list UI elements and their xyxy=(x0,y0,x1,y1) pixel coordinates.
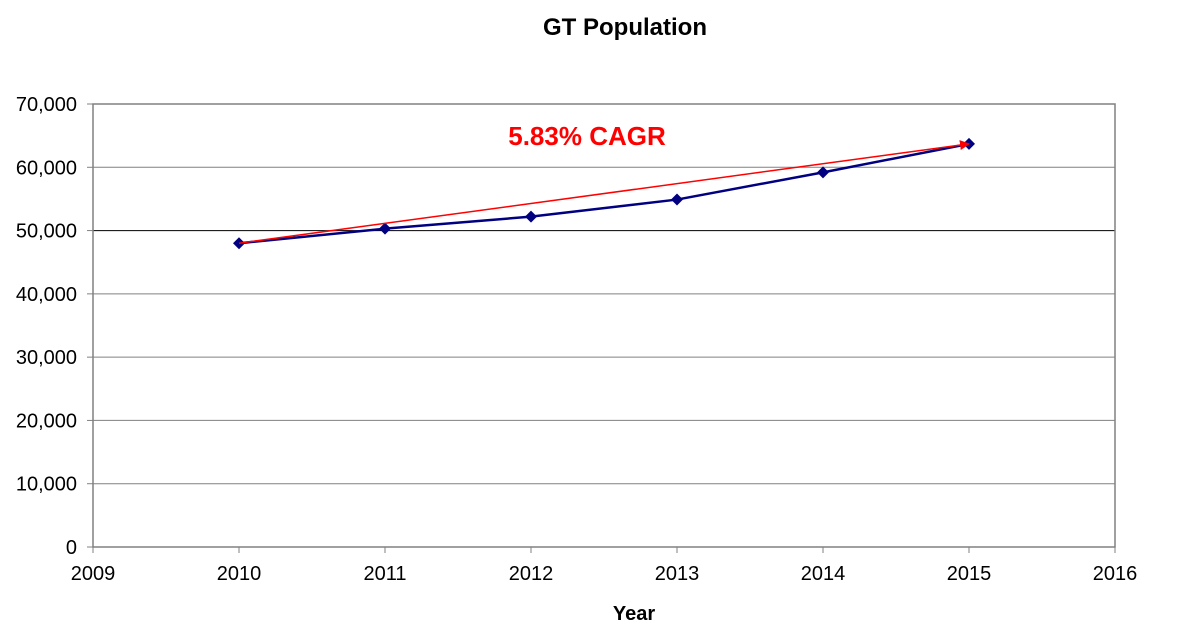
data-point xyxy=(525,210,537,223)
x-tick-label: 2012 xyxy=(509,563,554,585)
x-tick-label: 2011 xyxy=(363,563,406,585)
x-axis-title: Year xyxy=(613,603,655,625)
x-tick-label: 2015 xyxy=(947,563,992,585)
y-tick-label: 30,000 xyxy=(16,347,77,369)
y-tick-label: 40,000 xyxy=(16,284,77,306)
series-line xyxy=(238,142,970,245)
x-tick-label: 2009 xyxy=(71,563,116,585)
data-point xyxy=(817,166,829,179)
plot-area xyxy=(92,103,1116,548)
cagr-arrow xyxy=(238,140,970,244)
y-tick-label: 10,000 xyxy=(16,474,77,496)
cagr-label: 5.83% CAGR xyxy=(508,121,666,151)
y-tick-label: 20,000 xyxy=(16,410,77,432)
y-tick-label: 50,000 xyxy=(16,221,77,243)
data-point xyxy=(379,222,391,235)
chart-title: GT Population xyxy=(543,14,707,41)
y-tick-label: 60,000 xyxy=(16,157,77,179)
x-tick-label: 2010 xyxy=(217,563,262,585)
x-tick-label: 2013 xyxy=(655,563,700,585)
grid xyxy=(93,166,1115,485)
data-point xyxy=(671,193,683,206)
annotations: 5.83% CAGR xyxy=(238,121,970,244)
axis-ticks: 0 10,000 20,000 30,000 40,000 50,000 60,000 70,… xyxy=(16,94,1137,585)
y-tick-label: 0 xyxy=(66,537,77,559)
y-tick-label: 70,000 xyxy=(16,94,77,116)
x-tick-label: 2014 xyxy=(801,563,846,585)
x-tick-label: 2016 xyxy=(1093,563,1138,585)
